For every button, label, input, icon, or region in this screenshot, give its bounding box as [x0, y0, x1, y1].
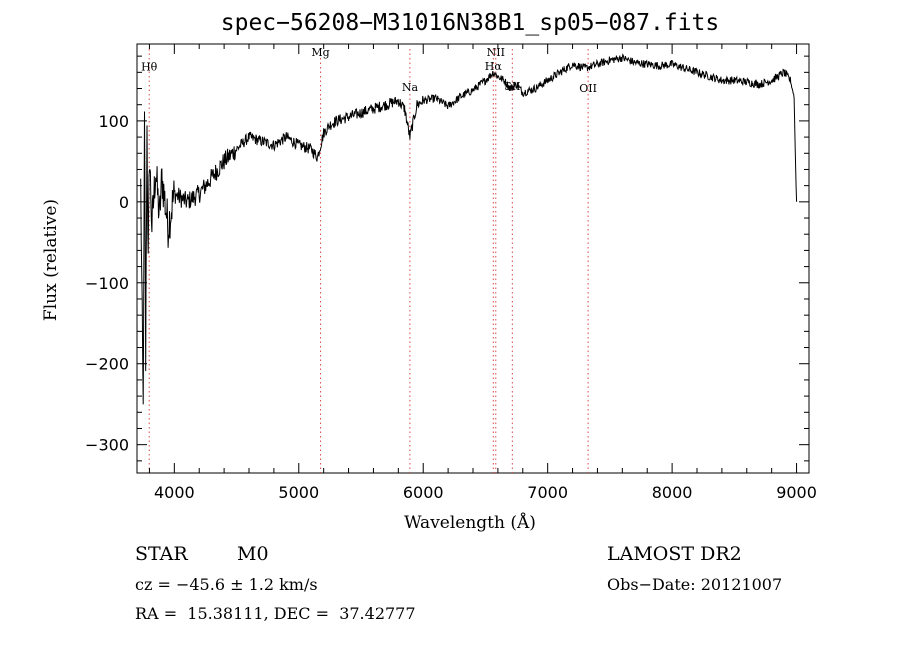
survey-name: LAMOST DR2: [607, 543, 742, 565]
spectral-line-label: Hα: [485, 60, 503, 73]
tick-layer: 4000 5000 6000 7000 8000 9000 −300 −200 −100 0 100: [85, 44, 817, 502]
y-tick-label: −300: [85, 436, 129, 455]
spectral-line-label: OII: [579, 82, 597, 95]
y-tick-label: −200: [85, 355, 129, 374]
spectral-line-label: Na: [402, 81, 419, 94]
spectral-line-label: Mg: [311, 46, 329, 59]
coordinates: RA = 15.38111, DEC = 37.42777: [135, 604, 416, 623]
series-line: [140, 53, 798, 405]
series-layer: [140, 53, 798, 405]
x-tick-label: 9000: [776, 483, 817, 502]
x-tick-label: 6000: [403, 483, 444, 502]
y-tick-label: 0: [119, 193, 129, 212]
y-axis-label: Flux (relative): [41, 198, 61, 322]
plot-border: [136, 43, 810, 474]
x-tick-label: 7000: [527, 483, 568, 502]
y-tick-label: 100: [98, 112, 129, 131]
x-axis-label: Wavelength (Å): [404, 513, 536, 533]
object-type: STAR: [135, 543, 188, 565]
x-tick-label: 4000: [154, 483, 195, 502]
plot-frame: [136, 43, 810, 474]
subclass: M0: [237, 543, 269, 565]
velocity: cz = −45.6 ± 1.2 km/s: [135, 575, 318, 594]
spectral-line-label: Hθ: [141, 61, 158, 74]
y-tick-label: −100: [85, 274, 129, 293]
chart-title: spec−56208−M31016N38B1_sp05−087.fits: [220, 10, 720, 36]
x-tick-label: 5000: [278, 483, 319, 502]
obs-date: Obs−Date: 20121007: [607, 575, 783, 594]
x-tick-label: 8000: [652, 483, 693, 502]
spectral-line-label: NII: [487, 46, 505, 59]
